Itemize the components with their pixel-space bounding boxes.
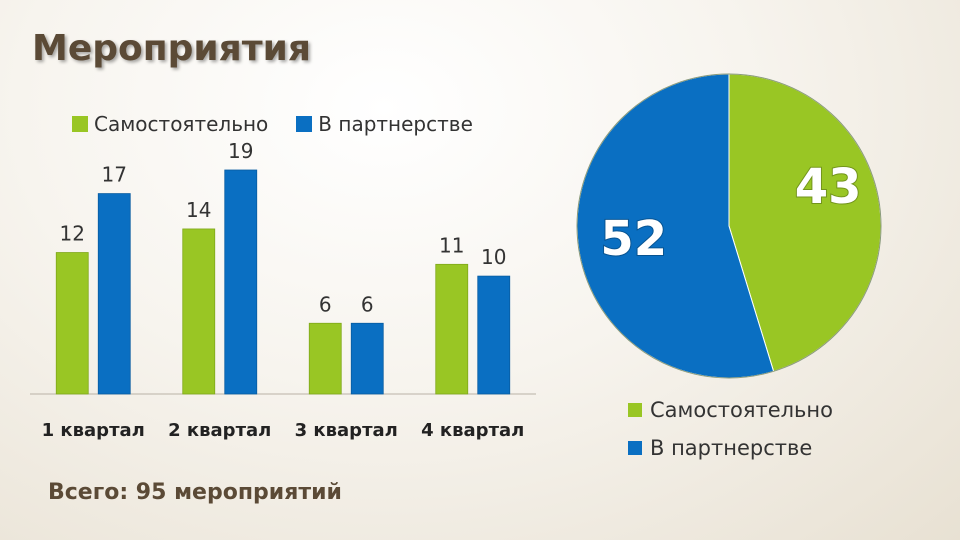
bar-value-label: 6 xyxy=(361,292,374,316)
bar-partner-4 xyxy=(477,275,511,395)
pie-outline xyxy=(576,73,882,379)
bar-value-label: 11 xyxy=(439,233,464,257)
legend-swatch-green xyxy=(72,116,88,132)
bar-chart: 12 17 1 квартал 14 19 2 квартал 6 6 3 квартал 11 1… xyxy=(30,139,536,441)
bar-chart-legend: Самостоятельно В партнерстве xyxy=(72,112,473,136)
bar-legend-item-self: Самостоятельно xyxy=(72,112,268,136)
category-tick-label: 4 квартал xyxy=(421,420,524,441)
category-tick-label: 2 квартал xyxy=(168,420,271,441)
pie-value-label: 43 xyxy=(795,159,862,215)
bar-partner-2 xyxy=(224,169,258,395)
bar-partner-3 xyxy=(350,322,384,395)
slide-title: Мероприятия xyxy=(32,28,311,69)
bar-value-label: 17 xyxy=(102,163,127,187)
bar-value-label: 14 xyxy=(186,198,211,222)
bar-self-1 xyxy=(55,252,89,395)
legend-swatch-blue xyxy=(296,116,313,132)
bar-partner-1 xyxy=(97,193,131,395)
legend-swatch-green xyxy=(628,403,642,417)
bar-value-label: 10 xyxy=(481,245,506,269)
category-tick-label: 1 квартал xyxy=(42,420,145,441)
bar-self-3 xyxy=(308,322,342,395)
legend-label: В партнерстве xyxy=(318,112,473,136)
bar-self-4 xyxy=(435,263,469,395)
legend-label: Самостоятельно xyxy=(650,398,834,422)
bar-value-label: 19 xyxy=(228,139,253,163)
pie-chart: 43 52 xyxy=(576,73,882,379)
bar-self-2 xyxy=(182,228,216,395)
bar-value-label: 6 xyxy=(319,292,332,316)
legend-swatch-blue xyxy=(628,441,642,455)
legend-label: Самостоятельно xyxy=(94,112,269,136)
pie-legend-item-self: Самостоятельно xyxy=(628,398,833,422)
category-tick-label: 3 квартал xyxy=(295,420,398,441)
pie-value-label: 52 xyxy=(600,211,667,267)
total-events-text: Всего: 95 мероприятий xyxy=(48,480,342,505)
pie-legend-item-partner: В партнерстве xyxy=(628,436,812,460)
legend-label: В партнерстве xyxy=(650,436,813,460)
pie-chart-legend: Самостоятельно В партнерстве xyxy=(628,398,833,474)
bar-value-label: 12 xyxy=(60,222,85,246)
bar-legend-item-partner: В партнерстве xyxy=(296,112,473,136)
